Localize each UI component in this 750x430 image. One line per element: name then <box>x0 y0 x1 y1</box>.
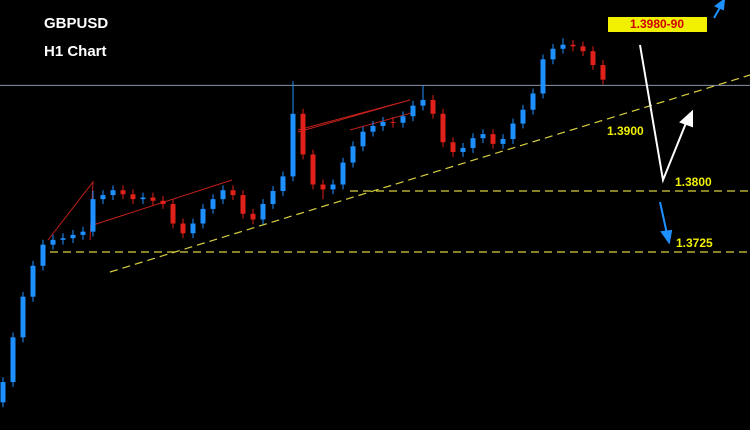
candle-body <box>120 190 126 195</box>
candle-body <box>530 93 536 110</box>
candle-body <box>510 123 516 139</box>
candle-body <box>470 138 476 148</box>
candle-body <box>430 99 436 114</box>
candle-body <box>170 204 176 224</box>
candle-body <box>260 204 266 220</box>
candle-body <box>160 200 166 205</box>
candle-body <box>490 134 496 144</box>
candle-body <box>600 65 606 80</box>
candle-body <box>320 184 326 190</box>
candle-body <box>420 99 426 106</box>
blue-arrow <box>659 201 668 235</box>
candle-body <box>350 146 356 163</box>
candle-body <box>70 234 76 239</box>
candle-body <box>280 176 286 192</box>
level-label: 1.3800 <box>675 175 712 189</box>
candle-body <box>500 138 506 144</box>
candle-body <box>140 197 146 200</box>
candle-body <box>390 121 396 123</box>
chart-subtitle: H1 Chart <box>44 43 107 60</box>
arrowhead <box>660 229 673 245</box>
candle-body <box>570 44 576 47</box>
candle-body <box>310 154 316 185</box>
candle-body <box>480 134 486 139</box>
candle-body <box>110 190 116 196</box>
candle-body <box>150 197 156 201</box>
candle-body <box>80 231 86 235</box>
projection-arrows <box>639 0 726 245</box>
chart-title: GBPUSD <box>44 15 108 32</box>
candle-body <box>180 223 186 234</box>
trendline-label: 1.3900 <box>607 124 644 138</box>
arrowhead <box>679 109 693 128</box>
candle-body <box>290 113 296 177</box>
candle-body <box>270 191 276 205</box>
candle-body <box>0 382 6 403</box>
candle-body <box>40 244 46 266</box>
candle-body <box>520 109 526 124</box>
candle-body <box>370 125 376 132</box>
candle-body <box>210 199 216 209</box>
candle-body <box>550 48 556 60</box>
candle-body <box>200 208 206 224</box>
candle-body <box>300 113 306 155</box>
level-label: 1.3725 <box>676 236 713 250</box>
candle-body <box>560 44 566 49</box>
candle-body <box>130 194 136 200</box>
candle-body <box>400 116 406 123</box>
candle-body <box>540 59 546 94</box>
candle-body <box>410 105 416 117</box>
candle-body <box>330 184 336 190</box>
candle-body <box>20 296 26 338</box>
candle-body <box>340 162 346 185</box>
candle-body <box>460 147 466 153</box>
candle-body <box>590 51 596 66</box>
candle-body <box>60 238 66 240</box>
candle-body <box>90 199 96 232</box>
target-label: 1.3980-90 <box>630 17 684 31</box>
candle-body <box>580 46 586 52</box>
candle-body <box>30 265 36 297</box>
candle-body <box>240 195 246 214</box>
candle-body <box>50 239 56 245</box>
candle-body <box>360 131 366 147</box>
candle-body <box>250 213 256 220</box>
candle-body <box>100 195 106 200</box>
candle-body <box>220 190 226 200</box>
candle-body <box>230 190 236 196</box>
candle-body <box>10 337 16 383</box>
candle-body <box>380 121 386 126</box>
arrowhead <box>714 0 726 11</box>
target-box <box>608 17 707 32</box>
trendline <box>109 74 750 273</box>
pattern-line <box>297 99 411 133</box>
projection-path <box>639 44 689 184</box>
candle-body <box>440 113 446 143</box>
candle-body <box>190 223 196 234</box>
candle-body <box>450 142 456 153</box>
